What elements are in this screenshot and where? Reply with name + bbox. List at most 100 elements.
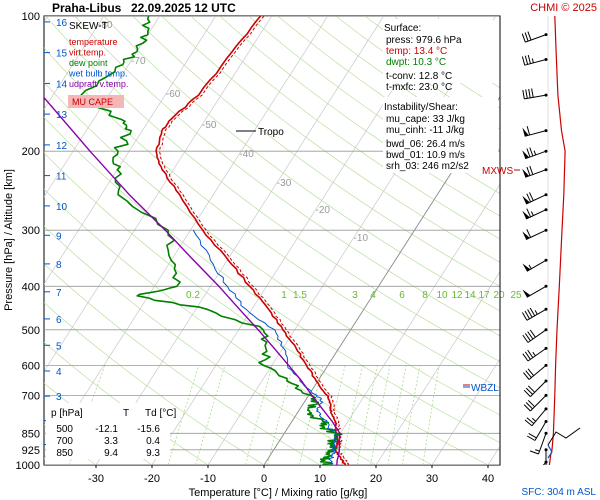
isotherm-label: -70 — [131, 56, 146, 67]
wind-barb — [522, 328, 548, 343]
mixing-ratio-line — [195, 365, 226, 465]
wind-barb-base — [544, 228, 548, 232]
wind-barb — [522, 284, 548, 298]
srh03-value: srh_03: 246 m2/s2 — [386, 161, 469, 172]
wind-barb-feather — [523, 389, 531, 397]
wind-barb-base — [544, 346, 548, 350]
dry-adiabat — [132, 16, 500, 287]
table-header-p: p [hPa] — [51, 408, 83, 419]
dry-adiabat — [219, 16, 500, 217]
wind-barb-feather — [525, 387, 533, 395]
wind-barb-staff — [525, 194, 547, 205]
pressure-tick-label: 200 — [22, 146, 40, 158]
mixing-ratio-label: 17 — [478, 290, 490, 301]
wind-barb — [526, 420, 548, 441]
altitude-tick-label: 16 — [56, 18, 68, 29]
wind-barb-base — [544, 420, 548, 423]
y-axis-pressure: Pressure [hPa] / Altitude [km] — [3, 169, 15, 311]
mu-cape-badge — [68, 95, 124, 108]
wind-panel — [521, 16, 581, 465]
wind-barb — [544, 448, 548, 465]
mixing-ratio-line — [299, 365, 324, 465]
mixing-ratio-label: 1 — [281, 290, 287, 301]
wind-barb-feather — [528, 432, 537, 439]
isotherm-label: -50 — [202, 120, 217, 131]
wind-barb-base — [544, 258, 548, 262]
wind-barb-feather — [529, 329, 536, 338]
wind-barb-base — [544, 379, 548, 383]
y-axis-title: Pressure [hPa] / Altitude [km] — [3, 169, 15, 311]
wind-barb-base — [544, 129, 548, 133]
dry-adiabat — [190, 16, 500, 240]
pressure-axis: 100 200 300 400 500 600 700 850 925 1000 — [16, 11, 40, 472]
legend-item: dew point — [69, 58, 108, 68]
wind-barb-staff — [538, 433, 547, 455]
temperature-tick-label: 20 — [370, 473, 382, 485]
temperature-tick-label: 30 — [426, 473, 438, 485]
table-cell-td: 9.3 — [146, 448, 160, 459]
wind-barb-feather — [525, 402, 533, 410]
mixing-ratio-label: 10 — [436, 290, 448, 301]
series-udpraft-v-temp- — [44, 96, 341, 465]
wind-barb — [523, 363, 548, 380]
isotherm — [44, 16, 161, 198]
wind-barb-feather — [521, 312, 528, 321]
wind-barb — [523, 393, 548, 412]
wind-barb — [521, 54, 548, 66]
wind-barb-feather — [529, 147, 534, 157]
wind-barb-feather — [529, 165, 534, 175]
mixing-ratio-line — [422, 365, 440, 465]
wind-barb-feather — [522, 334, 529, 343]
wind-barb — [522, 208, 548, 220]
wind-barb-feather — [529, 307, 536, 317]
wind-barb-feather — [521, 33, 526, 43]
wind-barb-feather — [527, 331, 534, 340]
wind-barb-half-feather — [534, 310, 538, 315]
table-cell-t: -12.1 — [95, 424, 118, 435]
wind-barb-staff — [525, 209, 547, 220]
wind-barb-flag — [522, 263, 531, 272]
wind-barb-base — [544, 431, 548, 435]
wind-barb — [523, 379, 548, 397]
wind-barb-flag — [522, 127, 529, 137]
mixing-ratio-label: 0.2 — [186, 290, 200, 301]
altitude-tick-label: 15 — [56, 49, 68, 60]
tmxfc: t-mxfc: 23.0 °C — [386, 82, 452, 93]
wind-barb-staff — [527, 347, 547, 362]
surface-dwpt: dwpt: 10.3 °C — [386, 57, 446, 68]
low-level-wind-blue — [547, 444, 553, 459]
wind-barb-half-feather — [531, 58, 534, 64]
mixing-ratio-line — [356, 365, 378, 465]
wind-barb-feather — [526, 148, 531, 158]
wind-barb — [522, 258, 548, 272]
pressure-tick-label: 700 — [22, 390, 40, 402]
altitude-tick-label: 12 — [56, 141, 68, 152]
wind-barb-base — [544, 193, 548, 197]
altitude-tick-label: 6 — [56, 315, 62, 326]
wind-barb-flag — [522, 231, 530, 240]
altitude-tick-label: 3 — [56, 392, 62, 403]
dry-adiabat — [44, 81, 500, 416]
mixing-ratio-label: 6 — [399, 290, 405, 301]
wind-barb — [521, 307, 548, 321]
pressure-tick-label: 600 — [22, 360, 40, 372]
mixing-ratio-label: 20 — [493, 290, 505, 301]
mixing-ratio-label: 1.5 — [293, 290, 307, 301]
wind-barb-feather — [524, 419, 533, 427]
table-cell-td: -15.6 — [137, 424, 160, 435]
wind-barb — [522, 88, 548, 100]
pressure-tick-label: 100 — [22, 11, 40, 23]
mu-cape-value: mu_cape: 33 J/kg — [386, 114, 465, 125]
mixing-ratio-label: 14 — [464, 290, 476, 301]
isotherm — [263, 95, 500, 465]
wind-barb-flag — [522, 168, 530, 178]
series-virtual-temperature — [158, 16, 350, 465]
table-header-td: Td [°C] — [145, 408, 176, 419]
wind-barb-staff — [530, 395, 547, 412]
wbzl-label: WBZL — [471, 383, 499, 394]
wind-barb-half-feather — [535, 449, 540, 452]
wind-barb-base — [544, 307, 548, 311]
series-layer — [44, 16, 350, 465]
isotherm-label: -10 — [354, 233, 369, 244]
wind-barb-half-feather — [532, 351, 536, 357]
